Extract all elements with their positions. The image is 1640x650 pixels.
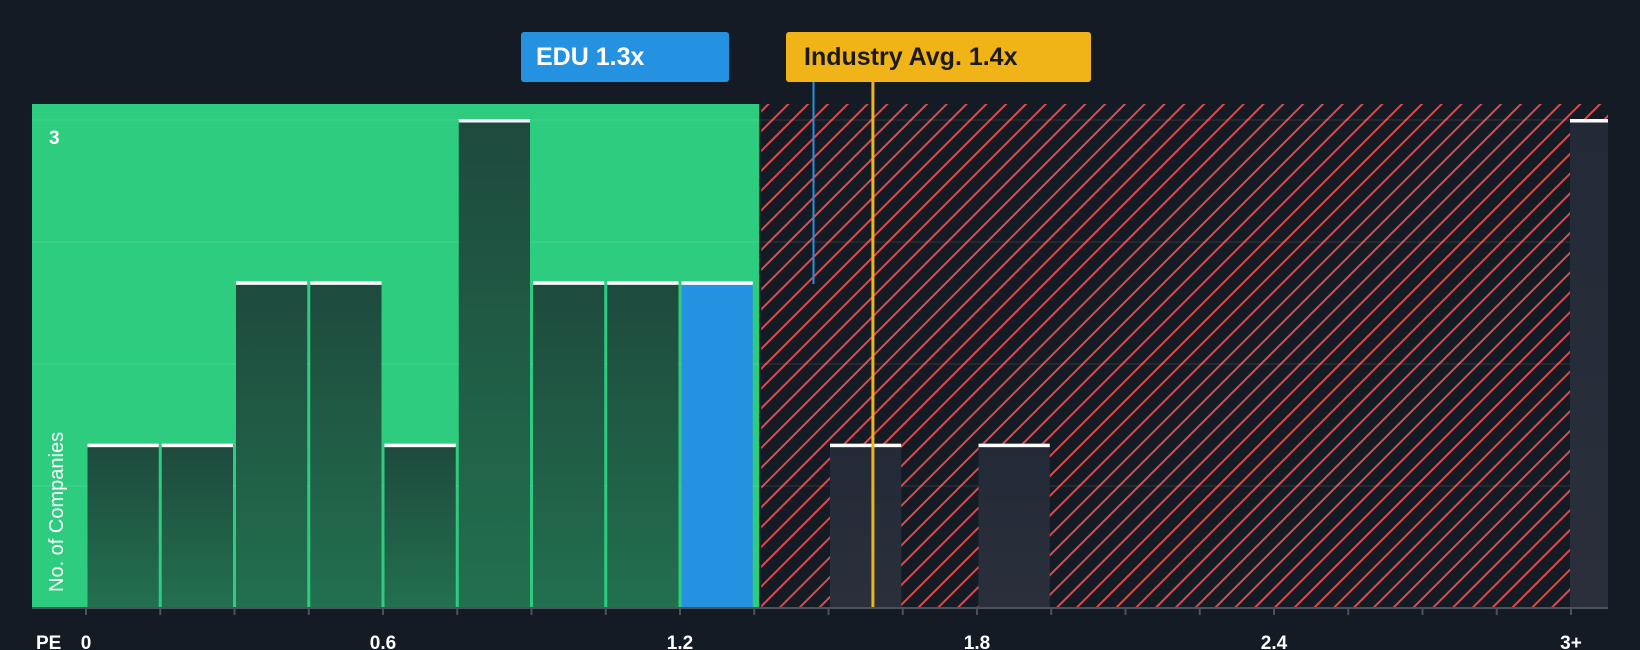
bar-cap [87,443,159,448]
y-axis-label: No. of Companies [46,432,68,592]
company-bar [681,283,753,608]
x-tick-label: 1.2 [667,633,693,650]
above-zone-background [761,104,1608,608]
bar-cap [310,281,382,285]
histogram-bar [607,283,679,608]
histogram-bar [533,283,605,608]
bar-cap [458,119,530,123]
histogram-bar [87,445,159,608]
bar-cap [384,443,456,448]
histogram-bar [978,445,1050,608]
histogram-bar [1570,121,1608,608]
bar-cap [978,443,1050,448]
histogram-bar [310,283,382,608]
bar-cap [681,281,753,285]
histogram-bar [384,445,456,608]
industry-callout: Industry Avg. 1.4x [786,32,1091,82]
company-callout-label: EDU 1.3x [536,43,645,71]
x-axis-ticks [85,608,1572,615]
industry-callout-label: Industry Avg. 1.4x [804,43,1018,71]
x-tick-label: 0.6 [370,633,396,650]
x-axis-label: PE [36,633,61,650]
y-tick-label: 3 [49,128,60,149]
bar-cap [236,281,308,285]
x-tick-label: 0 [81,633,92,650]
histogram-bar [830,445,902,608]
bar-cap [607,281,679,285]
histogram-bar [236,283,308,608]
bar-cap [533,281,605,285]
bars [87,119,1608,608]
x-axis-tick-labels: 0 0.6 1.2 1.8 2.4 3+ [81,633,1582,650]
x-tick-label: 2.4 [1261,633,1288,650]
bar-cap [161,443,233,448]
company-callout: EDU 1.3x [521,32,729,82]
bar-cap [1570,119,1608,123]
x-tick-label: 3+ [1560,633,1582,650]
x-tick-label: 1.8 [964,633,990,650]
histogram-bar [458,121,530,608]
bar-cap [830,443,902,448]
histogram-bar [161,445,233,608]
